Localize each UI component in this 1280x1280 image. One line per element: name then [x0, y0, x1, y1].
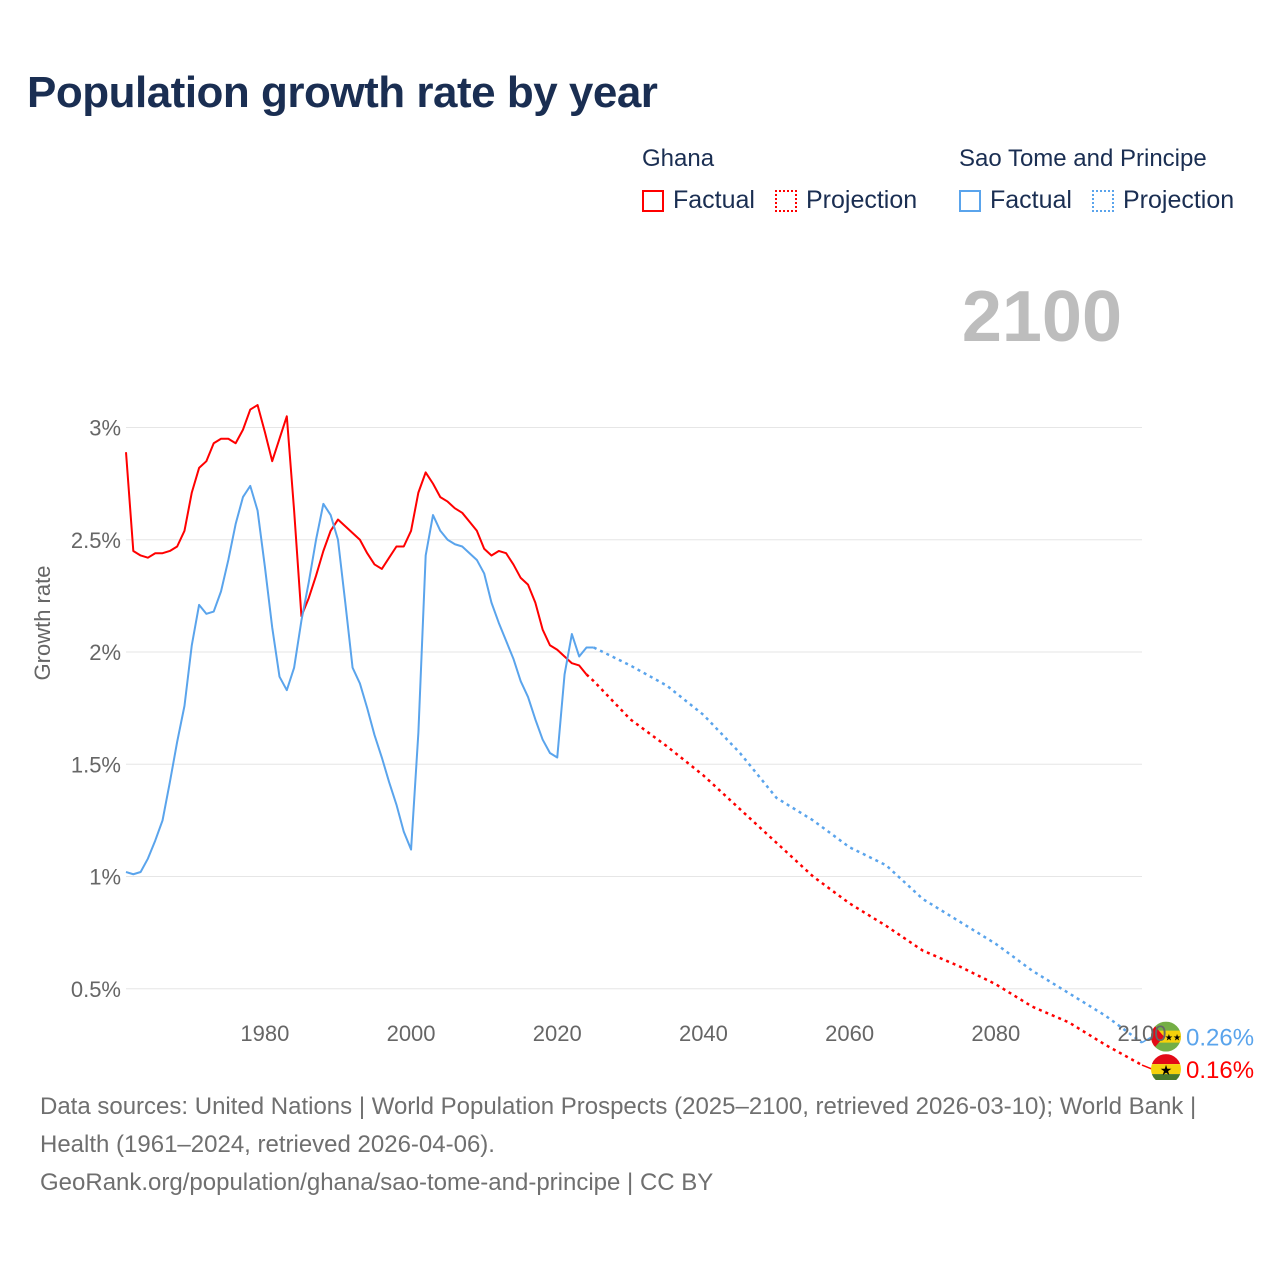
sao-tome-flag-icon: ★★	[1151, 1021, 1181, 1052]
x-tick-label: 1980	[240, 1021, 289, 1046]
x-tick-label: 2000	[387, 1021, 436, 1046]
series-line-projection-1	[593, 646, 1143, 1044]
legend-stp-factual[interactable]: Factual	[959, 186, 1072, 215]
x-tick-label: 2060	[825, 1021, 874, 1046]
ghana-flag-icon: ★	[1151, 1054, 1181, 1080]
y-axis-label: Growth rate	[30, 566, 55, 681]
y-tick-label: 1.5%	[71, 752, 121, 777]
current-year-label: 2100	[961, 277, 1122, 357]
end-value-label: 0.26%	[1186, 1025, 1254, 1052]
end-value-label: 0.16%	[1186, 1057, 1254, 1080]
plot-area: ★★★0.5%1%1.5%2%2.5%3%1980 2000 2020 2040 206…	[30, 404, 1254, 1080]
legend-group-stp: Sao Tome and Principe	[959, 145, 1207, 172]
legend-group-ghana: Ghana	[642, 145, 715, 172]
series-line-projection-0	[585, 673, 1143, 1067]
legend-swatch	[775, 189, 797, 212]
y-tick-label: 1%	[89, 865, 121, 890]
source-url[interactable]: GeoRank.org/population/ghana/sao-tome-an…	[40, 1169, 714, 1196]
legend-swatch	[642, 189, 664, 212]
y-tick-label: 2%	[89, 640, 121, 665]
legend-label: Projection	[806, 186, 918, 214]
x-tick-label: 2020	[533, 1021, 582, 1046]
flag-stars: ★★	[1165, 1033, 1181, 1043]
data-sources: Data sources: United Nations | World Pop…	[40, 1093, 1197, 1158]
end-connector	[1141, 1064, 1153, 1070]
y-tick-label: 3%	[89, 416, 121, 441]
legend-label: Factual	[990, 186, 1072, 214]
flag-stripe	[1151, 1054, 1181, 1065]
legend-label: Projection	[1123, 186, 1235, 214]
end-connector	[1141, 1035, 1153, 1044]
y-tick-label: 0.5%	[71, 977, 121, 1002]
flag-triangle	[1151, 1021, 1164, 1052]
series-line-factual-0	[125, 404, 588, 676]
flag-star: ★	[1160, 1062, 1173, 1078]
series-line-factual-1	[125, 484, 594, 876]
y-tick-label: 2.5%	[71, 528, 121, 553]
chart-title: Population growth rate by year	[27, 68, 658, 117]
legend-ghana-projection[interactable]: Projection	[775, 186, 917, 215]
flag-stripe	[1151, 1064, 1181, 1075]
legend-swatch	[1092, 189, 1114, 212]
flag-stripe	[1151, 1074, 1181, 1080]
legend-label: Factual	[673, 186, 755, 214]
x-tick-label: 2100	[1118, 1021, 1167, 1046]
footer: Data sources: United Nations | World Pop…	[40, 1088, 1240, 1202]
legend-stp-projection[interactable]: Projection	[1092, 186, 1234, 215]
x-tick-label: 2080	[971, 1021, 1020, 1046]
legend-ghana-factual[interactable]: Factual	[642, 186, 755, 215]
legend-swatch	[959, 189, 981, 212]
x-tick-label: 2040	[679, 1021, 728, 1046]
